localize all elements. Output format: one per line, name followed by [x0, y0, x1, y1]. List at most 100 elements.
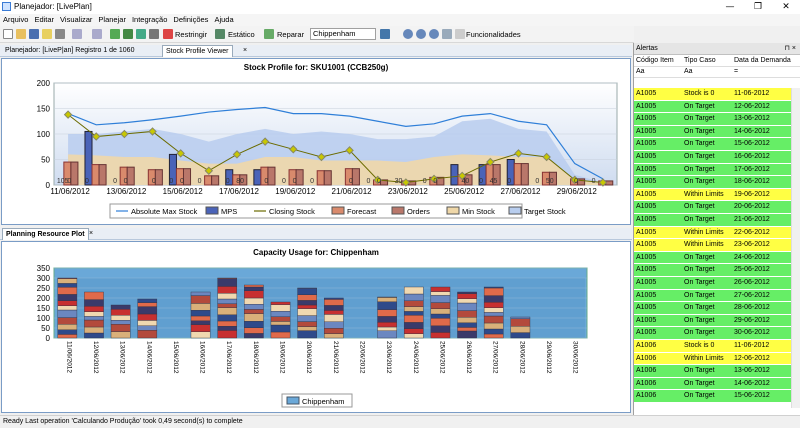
capacity-bar-segment [244, 314, 263, 322]
legend-swatch [509, 207, 521, 214]
capacity-bar-segment [111, 309, 130, 315]
tab-stock-profile-viewer[interactable]: Stock Profile Viewer [162, 45, 233, 57]
zoom-fit-icon[interactable] [429, 29, 439, 39]
repair-icon[interactable] [264, 29, 274, 39]
legend-swatch [392, 207, 404, 214]
new-icon[interactable] [3, 29, 13, 39]
capacity-bar-segment [511, 319, 530, 326]
capacity-bar-segment [191, 303, 210, 310]
pan-icon[interactable] [442, 29, 452, 39]
menu-definicoes[interactable]: Definições [170, 14, 211, 25]
alert-data: 13-06-2012 [734, 365, 770, 377]
legend-swatch [206, 207, 218, 214]
estatico-button[interactable]: Estático [228, 30, 255, 39]
alerts-header: Alertas ⊓ × [634, 43, 800, 55]
functions-icon[interactable] [455, 29, 465, 39]
tab-planning-resource-plot[interactable]: Planning Resource Plot [2, 228, 89, 240]
data-label: 0 [310, 178, 314, 185]
menu-planejar[interactable]: Planejar [95, 14, 129, 25]
pin-icon[interactable]: ⊓ × [785, 43, 797, 55]
legend-label: Min Stock [462, 207, 495, 216]
menu-ajuda[interactable]: Ajuda [211, 14, 236, 25]
tab-planejador[interactable]: Planejador: [LiveP|an] Registro 1 de 106… [2, 45, 137, 57]
minimize-button[interactable]: — [716, 0, 744, 14]
menu-editar[interactable]: Editar [31, 14, 57, 25]
alerts-scrollbar[interactable] [791, 88, 800, 408]
print-icon[interactable] [55, 29, 65, 39]
menu-integracao[interactable]: Integração [129, 14, 170, 25]
x-tick-label: 12/06/2012 [92, 341, 99, 374]
chart-icon[interactable] [380, 29, 390, 39]
filter-codigo[interactable]: Aa [636, 68, 645, 75]
capacity-bar-segment [511, 326, 530, 332]
capacity-bar-segment [378, 310, 397, 317]
import-icon[interactable] [110, 29, 120, 39]
tab-close-icon-2[interactable]: × [86, 228, 96, 240]
grid-icon[interactable] [149, 29, 159, 39]
site-select[interactable]: Chippenham [310, 28, 376, 40]
capacity-bar-segment [324, 322, 343, 328]
alert-codigo: A1005 [636, 252, 656, 264]
reparar-button[interactable]: Reparar [277, 30, 304, 39]
sheet-icon[interactable] [136, 29, 146, 39]
funcionalidades-button[interactable]: Funcionalidades [466, 30, 521, 39]
restringir-button[interactable]: Restringir [175, 30, 207, 39]
alert-data: 17-06-2012 [734, 164, 770, 176]
save-icon[interactable] [29, 29, 39, 39]
menu-arquivo[interactable]: Arquivo [0, 14, 31, 25]
menu-visualizar[interactable]: Visualizar [57, 14, 95, 25]
filter-data[interactable]: = [734, 68, 738, 75]
col-codigo-item[interactable]: Código Item [636, 57, 674, 64]
zoom-in-icon[interactable] [403, 29, 413, 39]
alerts-filter-row: Aa Aa = [634, 67, 800, 78]
undo-icon[interactable] [72, 29, 82, 39]
x-tick-label: 21/06/2012 [332, 341, 339, 374]
restrict-icon[interactable] [163, 29, 173, 39]
redo-icon[interactable] [92, 29, 102, 39]
alert-codigo: A1006 [636, 365, 656, 377]
static-icon[interactable] [215, 29, 225, 39]
x-tick-label: 24/06/2012 [412, 341, 419, 374]
capacity-bar-segment [404, 334, 423, 338]
capacity-bar-segment [378, 331, 397, 338]
export-icon[interactable] [123, 29, 133, 39]
col-tipo-caso[interactable]: Tipo Caso [684, 57, 716, 64]
capacity-bar-segment [84, 327, 103, 333]
open-icon[interactable] [16, 29, 26, 39]
folder-icon[interactable] [42, 29, 52, 39]
title-bar: Planejador: [LivePlan] — ❐ ✕ [0, 0, 800, 14]
filter-tipo[interactable]: Aa [684, 68, 693, 75]
tab-close-icon[interactable]: × [240, 45, 250, 57]
orders-bar [521, 164, 528, 185]
close-button[interactable]: ✕ [772, 0, 800, 14]
data-label: 0 [124, 178, 128, 185]
col-data-demanda[interactable]: Data da Demanda [734, 57, 791, 64]
maximize-button[interactable]: ❐ [744, 0, 772, 14]
zoom-out-icon[interactable] [416, 29, 426, 39]
